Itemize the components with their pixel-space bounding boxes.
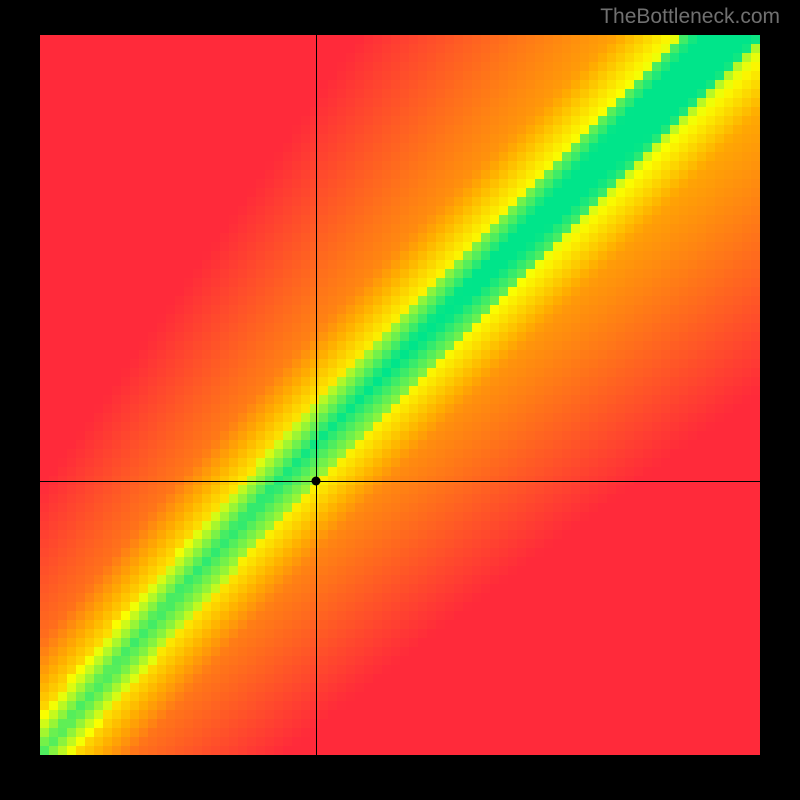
bottleneck-heatmap [40, 35, 760, 755]
watermark: TheBottleneck.com [600, 5, 780, 29]
heatmap-canvas [40, 35, 760, 755]
crosshair-vertical [316, 35, 317, 755]
crosshair-horizontal [40, 481, 760, 482]
selection-marker [312, 477, 321, 486]
